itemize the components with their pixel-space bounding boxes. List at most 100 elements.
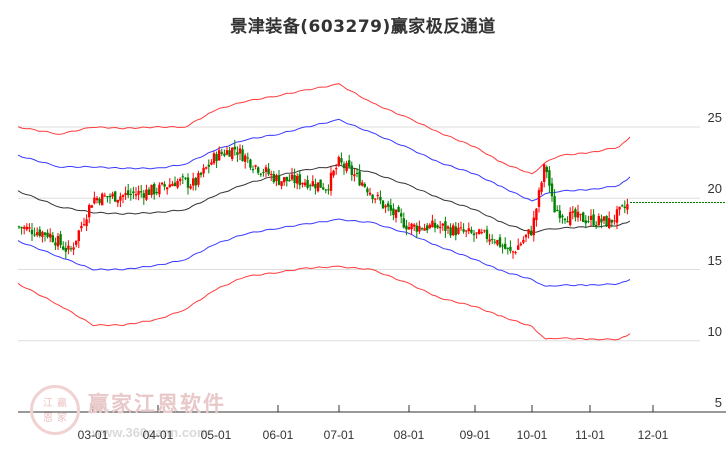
candle-up	[618, 206, 621, 210]
candle-down	[30, 229, 34, 235]
candle-down	[277, 175, 281, 185]
candle-down	[64, 247, 67, 252]
candle-up	[119, 196, 122, 201]
candle-up	[537, 190, 541, 207]
candle-down	[220, 152, 223, 154]
y-tick-label: 20	[707, 181, 722, 197]
candle-down	[257, 167, 260, 173]
candle-up	[137, 190, 140, 195]
candle-down	[288, 179, 291, 182]
candle-down	[548, 170, 551, 186]
candle-up	[303, 182, 307, 186]
candle-up	[602, 216, 606, 221]
candle-up	[361, 182, 364, 186]
candle-up	[254, 165, 257, 167]
candle-down	[327, 189, 330, 191]
candle-down	[449, 227, 452, 236]
candle-up	[150, 184, 153, 195]
x-tick-label: 03-01	[77, 428, 109, 442]
candle-down	[59, 234, 62, 245]
candle-up	[353, 174, 356, 177]
candle-down	[595, 224, 598, 226]
candle-down	[553, 196, 556, 213]
candle-down	[350, 165, 353, 176]
candle-up	[480, 232, 483, 234]
candle-down	[493, 241, 496, 243]
candle-down	[142, 193, 145, 198]
candle-down	[491, 239, 494, 241]
candle-up	[80, 226, 83, 229]
candle-up	[431, 220, 434, 228]
candle-down	[605, 215, 608, 227]
chart-title: 景津装备(603279)赢家极反通道	[230, 17, 496, 37]
y-tick-label: 10	[707, 323, 722, 339]
candle-down	[509, 246, 512, 251]
candle-up	[189, 186, 192, 189]
candle-down	[563, 218, 567, 221]
candle-down	[530, 230, 533, 236]
candle-up	[613, 220, 616, 222]
candle-down	[62, 246, 65, 250]
candle-up	[483, 230, 486, 232]
candle-up	[626, 204, 629, 210]
candle-up	[28, 227, 31, 229]
candle-up	[446, 226, 450, 229]
candle-down	[153, 183, 156, 195]
candle-up	[597, 215, 600, 226]
candle-up	[457, 227, 460, 234]
candle-up	[101, 193, 104, 206]
candle-down	[223, 153, 226, 156]
candle-up	[439, 226, 442, 229]
x-tick-label: 09-01	[459, 428, 491, 442]
candle-up	[311, 181, 314, 187]
candle-down	[389, 205, 392, 211]
candle-up	[116, 199, 119, 203]
candle-down	[506, 247, 509, 249]
candle-up	[589, 215, 593, 220]
x-tick-label: 05-01	[200, 428, 232, 442]
candle-up	[524, 234, 528, 238]
candle-down	[355, 172, 359, 174]
candle-up	[511, 251, 515, 253]
candle-up	[465, 230, 468, 232]
candle-up	[41, 231, 44, 237]
candle-up	[407, 227, 411, 230]
x-tick-label: 11-01	[575, 428, 605, 442]
candle-down	[293, 175, 296, 184]
candle-up	[418, 226, 421, 232]
candle-up	[410, 223, 413, 230]
candle-down	[561, 215, 564, 218]
candle-up	[280, 181, 283, 187]
candle-down	[309, 185, 312, 187]
candle-down	[504, 243, 507, 249]
candle-up	[519, 243, 522, 246]
candle-down	[340, 158, 343, 163]
candle-down	[98, 198, 101, 204]
candle-up	[413, 224, 416, 227]
candle-up	[301, 182, 304, 185]
candle-up	[36, 232, 39, 236]
candle-up	[192, 178, 195, 186]
watermark-url: www.360gann.com	[92, 425, 209, 440]
candle-up	[168, 184, 171, 188]
candle-down	[306, 179, 309, 188]
candle-up	[452, 225, 455, 236]
x-tick-label: 06-01	[262, 428, 294, 442]
candle-up	[72, 247, 75, 250]
candle-down	[233, 146, 236, 150]
candle-up	[532, 217, 535, 236]
x-tick-label: 08-01	[393, 428, 425, 442]
candle-down	[215, 154, 218, 162]
candle-up	[225, 150, 229, 155]
watermark-logo-char: 恩	[43, 413, 53, 424]
candle-down	[584, 220, 587, 224]
candle-up	[82, 224, 86, 226]
candle-up	[335, 168, 338, 170]
candle-up	[522, 239, 525, 243]
x-tick-label: 04-01	[142, 428, 174, 442]
candle-up	[166, 187, 169, 190]
candle-down	[314, 183, 317, 189]
candle-up	[202, 167, 205, 174]
candle-down	[241, 149, 244, 162]
candle-up	[160, 182, 164, 185]
